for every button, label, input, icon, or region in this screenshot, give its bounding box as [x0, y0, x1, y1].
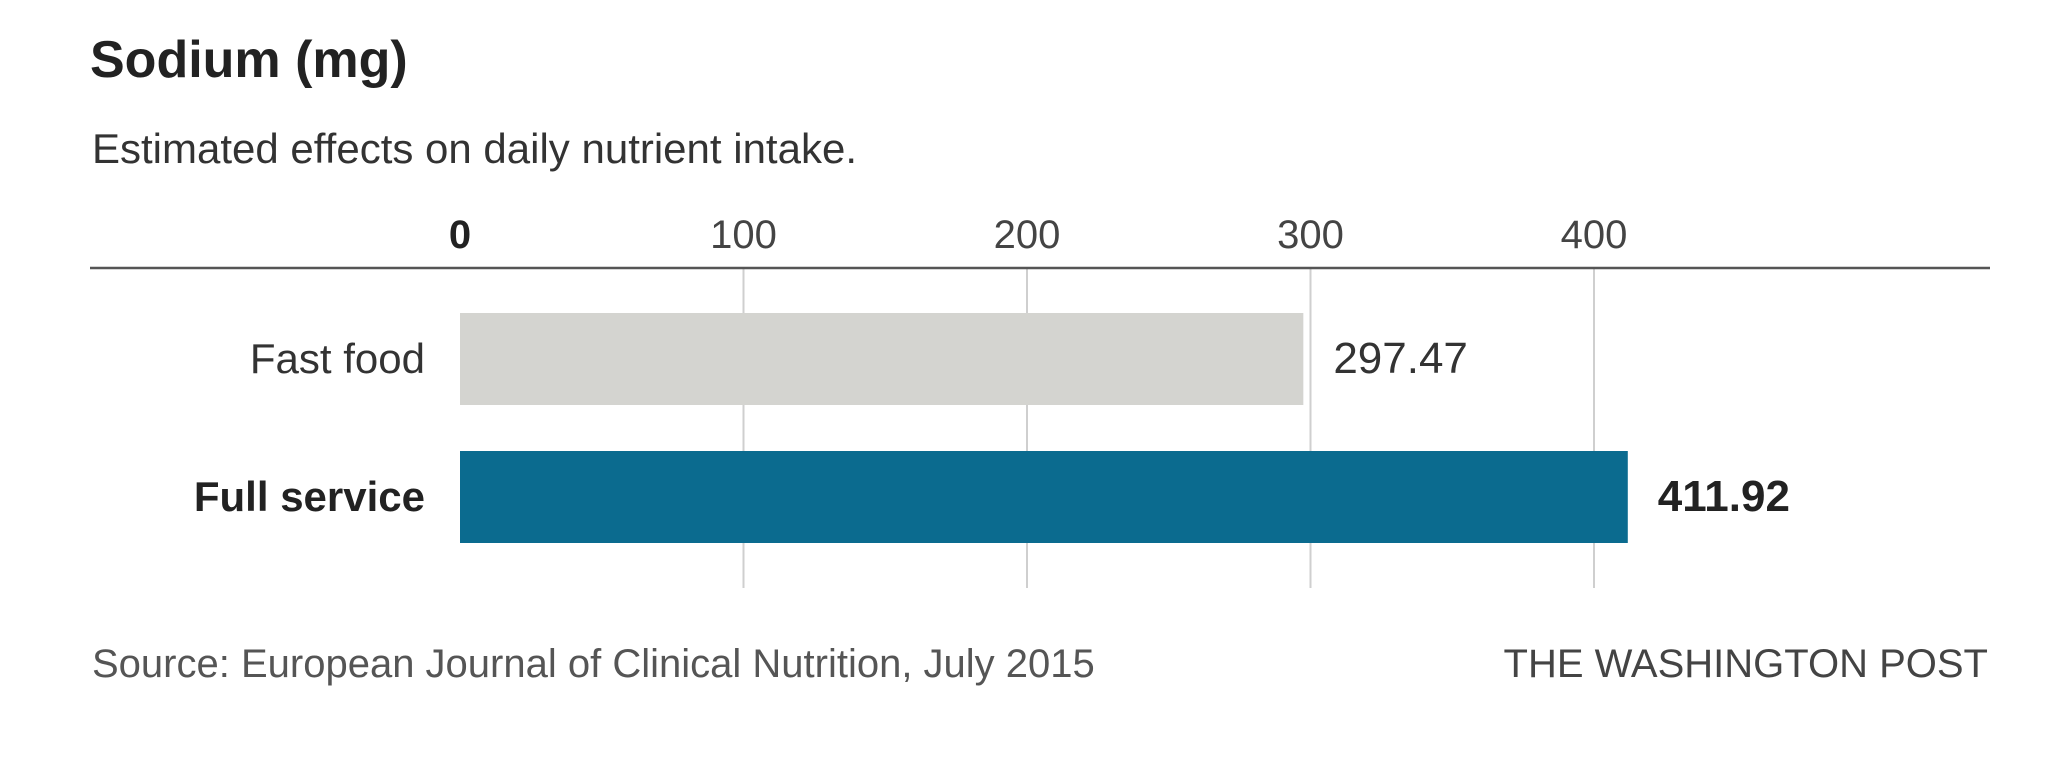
x-tick-label-400: 400 [1561, 213, 1628, 257]
chart-subtitle: Estimated effects on daily nutrient inta… [92, 125, 857, 172]
category-label-full-service: Full service [194, 473, 425, 520]
x-tick-label-100: 100 [710, 213, 777, 257]
source-note: Source: European Journal of Clinical Nut… [92, 642, 1095, 686]
value-label-fast-food: 297.47 [1333, 334, 1468, 383]
x-tick-label-0: 0 [449, 213, 471, 257]
chart-title: Sodium (mg) [90, 31, 408, 89]
bar-full-service [460, 451, 1628, 543]
value-label-full-service: 411.92 [1658, 472, 1790, 521]
bar-fast-food [460, 313, 1304, 405]
category-label-fast-food: Fast food [250, 335, 425, 382]
x-tick-label-300: 300 [1277, 213, 1344, 257]
publisher-credit: THE WASHINGTON POST [1503, 642, 1988, 686]
x-tick-label-200: 200 [994, 213, 1061, 257]
